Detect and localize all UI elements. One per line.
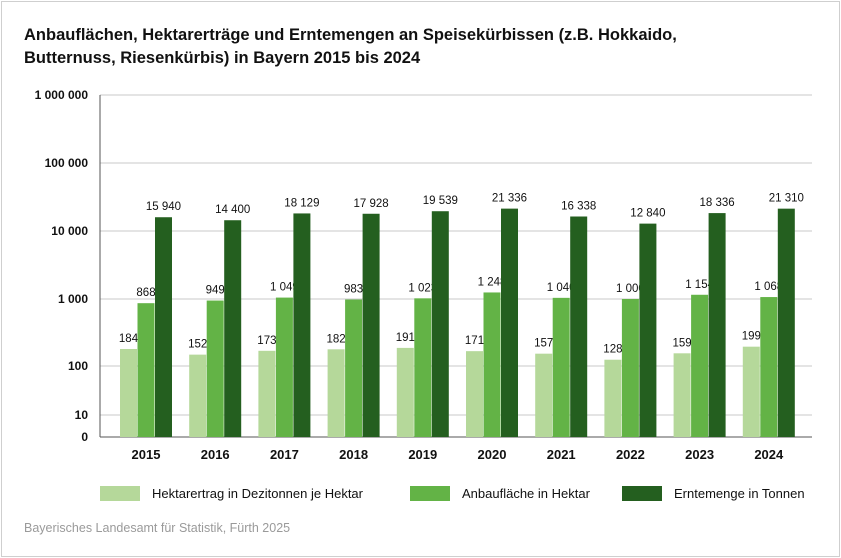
chart-title-line-2: Butternuss, Riesenkürbis) in Bayern 2015…: [24, 49, 421, 67]
bar-2024-series-3: [777, 208, 795, 437]
data-label: 21 336: [492, 193, 527, 205]
bar-2023-series-3: [708, 213, 726, 437]
x-tick-label: 2022: [616, 447, 645, 462]
y-tick-label: 100 000: [45, 156, 89, 170]
data-label: 1 023: [408, 282, 437, 294]
y-tick-label: 10: [75, 408, 89, 422]
data-label: 949: [206, 285, 225, 297]
data-label: 12 840: [630, 208, 665, 220]
bar-2022-series-1: [604, 359, 622, 437]
data-label: 171: [465, 335, 484, 347]
x-tick-label: 2016: [201, 447, 230, 462]
y-tick-label: 1 000 000: [35, 88, 89, 102]
data-label: 21 310: [769, 193, 804, 205]
bar-2024-series-1: [742, 346, 760, 437]
data-label: 184: [119, 333, 139, 345]
legend: Hektarertrag in Dezitonnen je Hektar Anba…: [100, 486, 805, 501]
data-label: 17 928: [354, 198, 389, 210]
bar-2015-series-3: [155, 217, 172, 437]
bar-2024-series-2: [760, 297, 778, 437]
data-label: 1 049: [270, 282, 299, 294]
bar-2021-series-2: [552, 297, 570, 437]
bar-2023-series-1: [673, 353, 691, 437]
bar-2016-series-2: [206, 300, 224, 437]
data-label: 868: [136, 287, 155, 299]
x-tick-label: 2024: [754, 447, 784, 462]
data-label: 182: [327, 333, 346, 345]
bar-2019-series-3: [431, 211, 449, 437]
data-label: 191: [396, 332, 415, 344]
bar-2022-series-2: [621, 299, 639, 437]
bar-2017-series-1: [258, 350, 276, 437]
data-label: 1 068: [754, 281, 783, 293]
data-label: 159: [673, 337, 692, 349]
data-label: 1 040: [547, 282, 576, 294]
x-tick-label: 2021: [547, 447, 576, 462]
bar-2018-series-3: [362, 213, 380, 437]
x-tick-label: 2017: [270, 447, 299, 462]
y-tick-label: 1 000: [58, 292, 88, 306]
bars: 184 868 15 940 2015 152 949 14 400 2016 173 1 049…: [119, 193, 804, 462]
chart-title-line-1: Anbauflächen, Hektarerträge und Erntemen…: [24, 26, 677, 44]
bar-2020-series-1: [466, 351, 483, 437]
data-label: 18 336: [700, 197, 735, 209]
bar-2023-series-2: [691, 294, 709, 437]
x-tick-label: 2020: [478, 447, 507, 462]
legend-label: Erntemenge in Tonnen: [674, 486, 805, 501]
data-label: 1 000: [616, 283, 645, 295]
legend-label: Hektarertrag in Dezitonnen je Hektar: [152, 486, 364, 501]
bar-2021-series-3: [570, 216, 588, 437]
data-label: 983: [344, 284, 363, 296]
data-label: 173: [257, 335, 276, 347]
legend-label: Anbaufläche in Hektar: [462, 486, 591, 501]
bar-2016-series-1: [189, 354, 207, 437]
legend-swatch: [622, 486, 662, 501]
data-label: 199: [742, 331, 761, 343]
bar-2020-series-3: [501, 208, 518, 437]
legend-swatch: [410, 486, 450, 501]
y-tick-label: 100: [68, 359, 88, 373]
data-label: 15 940: [146, 201, 181, 213]
data-label: 19 539: [423, 195, 458, 207]
bar-2016-series-3: [224, 220, 242, 437]
data-label: 1 154: [685, 279, 714, 291]
data-label: 1 248: [478, 276, 507, 288]
bar-2021-series-1: [535, 353, 553, 437]
legend-swatch: [100, 486, 140, 501]
data-label: 152: [188, 339, 207, 351]
bar-2019-series-2: [414, 298, 432, 437]
bar-2019-series-1: [396, 347, 414, 437]
bar-2017-series-3: [293, 213, 311, 437]
data-label: 18 129: [284, 197, 319, 209]
bar-2022-series-3: [639, 223, 657, 437]
x-tick-label: 2015: [132, 447, 161, 462]
data-label: 128: [603, 344, 622, 356]
bar-2015-series-2: [137, 303, 155, 437]
data-label: 16 338: [561, 201, 596, 213]
bar-2015-series-1: [120, 348, 137, 437]
x-tick-label: 2019: [408, 447, 437, 462]
x-tick-label: 2023: [685, 447, 714, 462]
bar-2018-series-2: [345, 299, 363, 437]
data-label: 14 400: [215, 204, 250, 216]
y-tick-label: 0: [81, 430, 88, 444]
data-label: 157: [534, 338, 553, 350]
bar-2017-series-2: [275, 297, 293, 437]
source-note: Bayerisches Landesamt für Statistik, Für…: [24, 521, 290, 535]
bar-2018-series-1: [327, 349, 345, 437]
bar-2020-series-2: [483, 292, 501, 437]
y-tick-label: 10 000: [51, 224, 88, 238]
x-tick-label: 2018: [339, 447, 368, 462]
